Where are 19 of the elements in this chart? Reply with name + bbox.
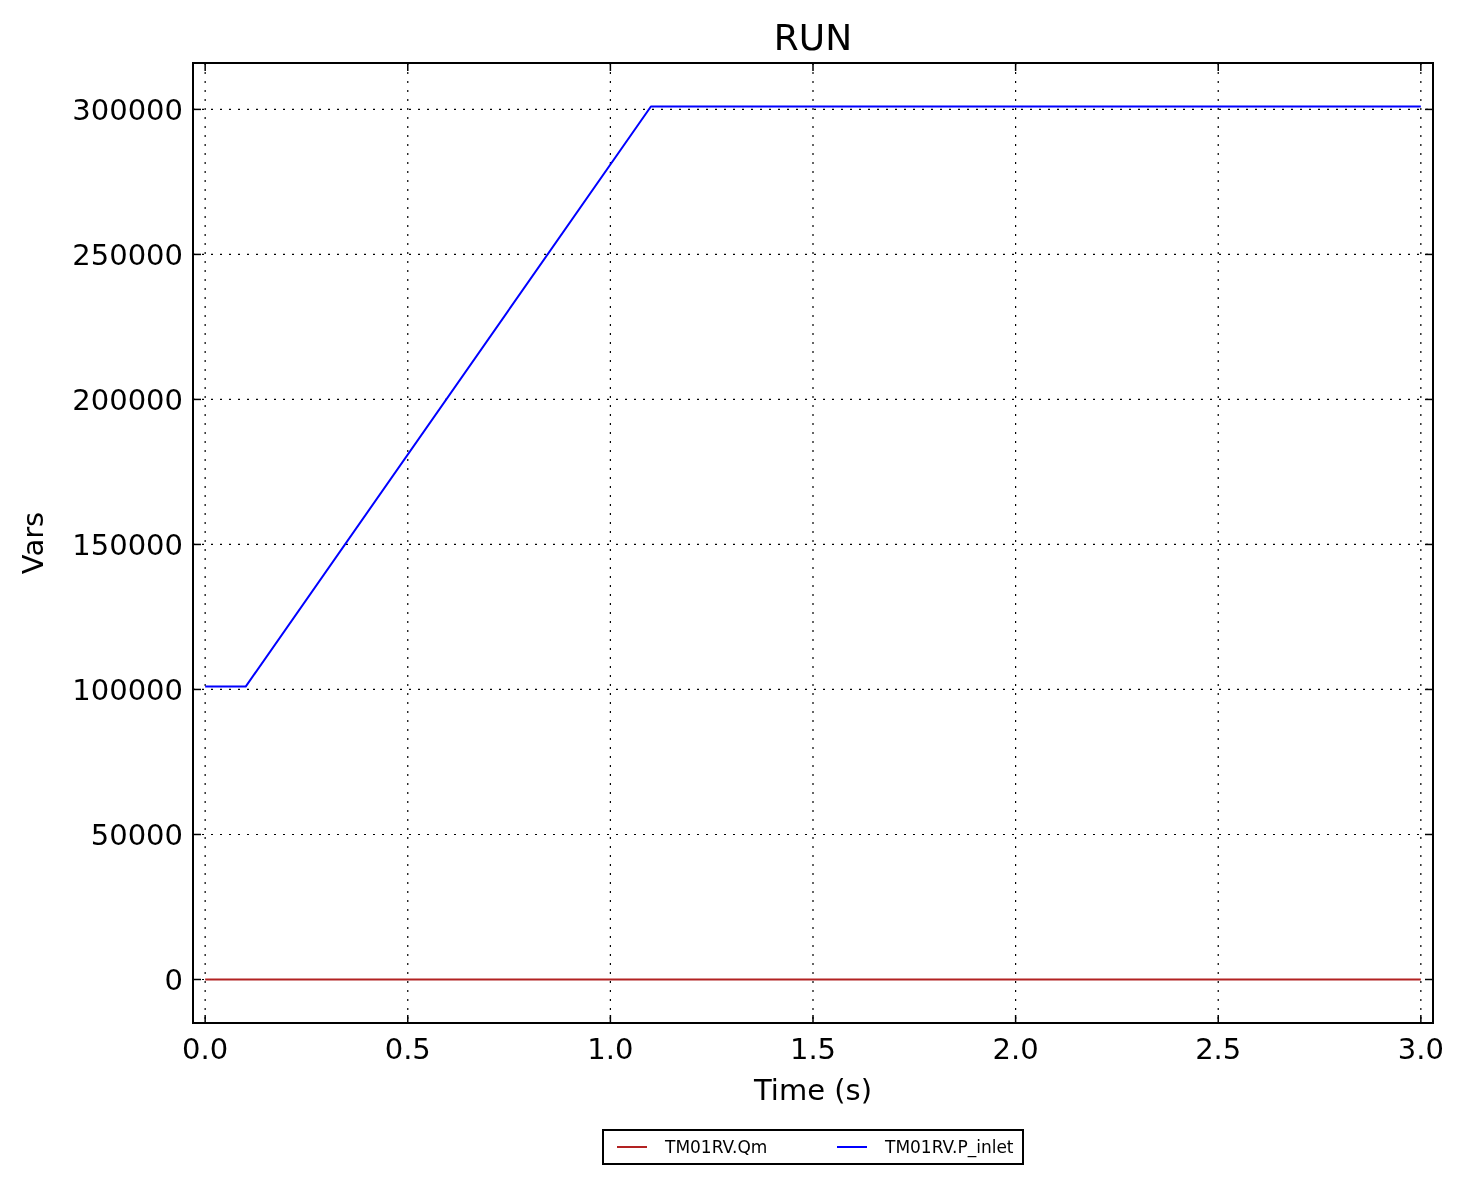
x-tick-label: 2.5 <box>1195 1032 1242 1066</box>
x-tick-label: 2.0 <box>992 1032 1039 1066</box>
y-tick-label: 100000 <box>72 672 183 707</box>
y-tick-label: 200000 <box>72 382 183 417</box>
y-tick-label: 250000 <box>72 237 183 272</box>
y-tick-label: 0 <box>164 962 183 997</box>
x-tick-label: 1.0 <box>587 1032 634 1066</box>
y-axis-title: Vars <box>16 511 50 575</box>
legend-label: TM01RV.P_inlet <box>884 1136 1014 1158</box>
x-tick-label: 0.5 <box>384 1032 431 1066</box>
chart-title: RUN <box>773 17 853 58</box>
x-tick-label: 3.0 <box>1397 1032 1444 1066</box>
y-tick-label: 300000 <box>72 92 183 127</box>
y-tick-label: 50000 <box>90 817 183 852</box>
x-axis-title: Time (s) <box>753 1073 872 1107</box>
y-tick-label: 150000 <box>72 527 183 562</box>
x-tick-label: 1.5 <box>789 1032 837 1066</box>
x-tick-label: 0.0 <box>182 1032 229 1066</box>
legend-label: TM01RV.Qm <box>664 1136 768 1157</box>
